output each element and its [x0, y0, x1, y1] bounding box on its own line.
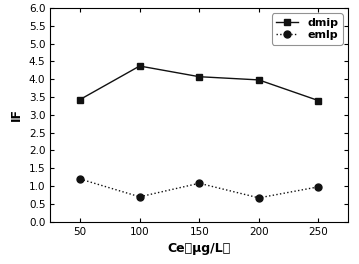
emlp — [257, 196, 261, 200]
emlp — [316, 185, 321, 188]
X-axis label: Ce（μg/L）: Ce（μg/L） — [168, 242, 231, 255]
dmip — [137, 64, 142, 68]
dmip — [257, 78, 261, 82]
Legend: dmip, emlp: dmip, emlp — [272, 13, 343, 45]
emlp — [197, 182, 201, 185]
emlp — [78, 177, 82, 181]
dmip — [78, 98, 82, 101]
Y-axis label: IF: IF — [10, 108, 23, 121]
dmip — [316, 99, 321, 102]
dmip — [197, 75, 201, 78]
Line: dmip: dmip — [76, 63, 322, 104]
Line: emlp: emlp — [76, 176, 322, 201]
emlp — [137, 195, 142, 199]
